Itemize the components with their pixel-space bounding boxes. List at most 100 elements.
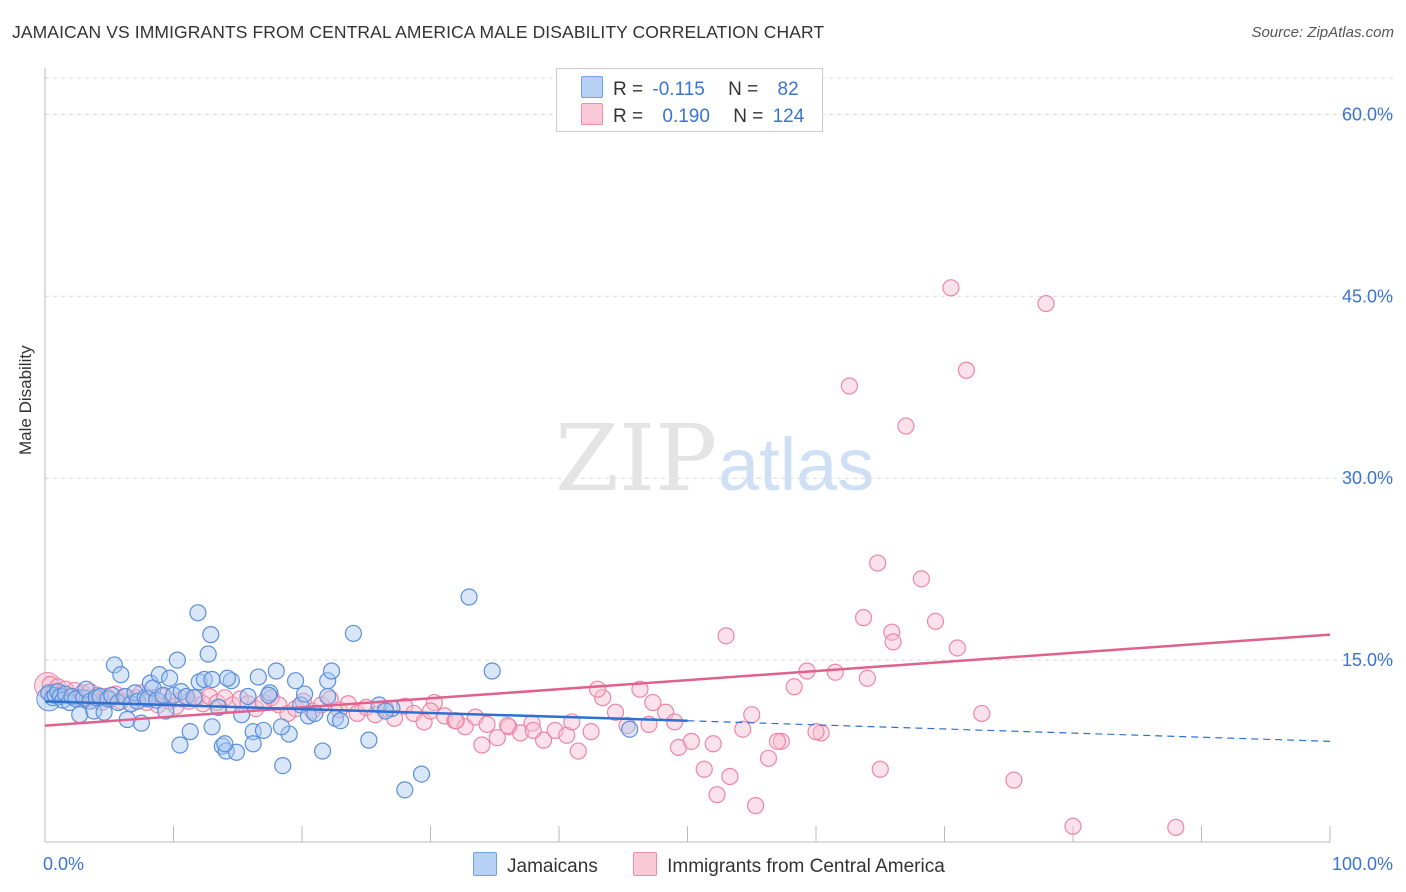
y-tick-label-1: 30.0% xyxy=(1342,468,1393,488)
central-america-point-99 xyxy=(942,279,960,297)
jamaicans-point-57 xyxy=(254,721,273,740)
y-tick-label-0: 15.0% xyxy=(1342,650,1393,670)
central-america-point-54 xyxy=(385,709,404,727)
central-america-point-121 xyxy=(743,706,761,724)
central-america-trend-line xyxy=(44,633,1331,727)
central-america-point-84 xyxy=(734,720,752,738)
central-america-point-81 xyxy=(695,760,713,778)
central-america-point-117 xyxy=(807,723,825,741)
watermark-atlas: atlas xyxy=(718,423,874,506)
jamaicans-point-52 xyxy=(227,743,246,761)
central-america-point-64 xyxy=(488,729,506,747)
central-america-point-91 xyxy=(826,663,844,681)
jamaicans-point-77 xyxy=(319,687,337,706)
series-legend: Jamaicans Immigrants from Central Americ… xyxy=(473,852,975,878)
jamaicans-point-47 xyxy=(203,670,221,689)
legend-item-central-america[interactable]: Immigrants from Central America xyxy=(633,852,945,878)
jamaicans-point-54 xyxy=(239,687,257,706)
jamaicans-point-84 xyxy=(272,718,291,736)
jamaicans-point-79 xyxy=(203,718,221,736)
central-america-point-104 xyxy=(1064,817,1082,835)
central-america-point-105 xyxy=(1167,818,1185,837)
x-tick-label-0: 0.0% xyxy=(43,854,84,874)
jamaicans-point-20 xyxy=(105,656,123,674)
central-america-point-123 xyxy=(871,760,889,778)
jamaicans-point-82 xyxy=(218,669,237,687)
jamaicans-point-81 xyxy=(202,626,220,644)
central-america-point-83 xyxy=(721,767,739,786)
central-america-point-110 xyxy=(524,721,542,740)
central-america-point-102 xyxy=(1005,771,1023,789)
jamaicans-point-85 xyxy=(244,735,262,753)
legend-row-jamaicans: R = -0.115 N = 82 xyxy=(581,76,799,100)
central-america-point-73 xyxy=(594,689,612,707)
central-america-point-106 xyxy=(704,735,722,753)
central-america-point-92 xyxy=(840,377,859,395)
jamaicans-point-68 xyxy=(322,662,341,680)
central-america-point-55 xyxy=(396,697,414,715)
central-america-point-118 xyxy=(858,669,877,687)
watermark: ZIP atlas xyxy=(555,405,874,512)
central-america-point-85 xyxy=(747,797,765,815)
central-america-point-108 xyxy=(588,680,607,698)
central-america-point-80 xyxy=(682,732,700,750)
central-america-point-88 xyxy=(785,678,803,696)
jamaicans-point-90 xyxy=(621,720,639,738)
jamaicans-point-66 xyxy=(313,742,332,760)
jamaicans-point-53 xyxy=(233,706,251,724)
jamaicans-point-80 xyxy=(189,604,207,622)
jamaicans-point-75 xyxy=(396,781,414,799)
jamaicans-point-34 xyxy=(150,666,168,684)
central-america-point-96 xyxy=(897,417,915,435)
chart-title: JAMAICAN VS IMMIGRANTS FROM CENTRAL AMER… xyxy=(12,22,825,42)
central-america-point-100 xyxy=(957,361,975,379)
axes xyxy=(44,68,1331,843)
jamaicans-point-60 xyxy=(274,756,292,775)
legend-swatch-pink xyxy=(581,103,603,125)
central-america-point-87 xyxy=(772,732,790,750)
central-america-point-63 xyxy=(478,715,496,733)
x-tick-labels: 0.0% 100.0% xyxy=(43,854,1393,874)
jamaicans-point-72 xyxy=(360,731,378,749)
source-label: Source: ZipAtlas.com xyxy=(1251,24,1394,41)
central-america-point-72 xyxy=(582,723,600,741)
jamaicans-point-42 xyxy=(181,723,199,741)
central-america-point-74 xyxy=(606,703,625,721)
jamaicans-point-10 xyxy=(71,706,89,724)
y-tick-label-3: 60.0% xyxy=(1342,104,1393,124)
central-america-point-97 xyxy=(912,570,930,588)
jamaicans-point-89 xyxy=(460,588,478,606)
central-america-point-94 xyxy=(869,554,887,572)
legend-swatch-jamaicans xyxy=(473,852,497,876)
jamaicans-point-70 xyxy=(331,712,350,730)
grid-lines xyxy=(45,77,1395,661)
jamaicans-point-87 xyxy=(259,686,278,704)
jamaicans-point-71 xyxy=(344,624,362,643)
central-america-point-82 xyxy=(708,786,726,804)
legend-swatch-central-america xyxy=(633,852,658,876)
correlation-legend: R = -0.115 N = 82 R = 0.190 N = 124 xyxy=(556,68,823,132)
jamaicans-point-83 xyxy=(216,735,234,753)
y-tick-labels: 15.0% 30.0% 45.0% 60.0% xyxy=(1342,104,1393,670)
central-america-point-66 xyxy=(511,724,530,742)
jamaicans-point-59 xyxy=(267,662,285,680)
central-america-point-86 xyxy=(759,749,778,767)
legend-item-jamaicans[interactable]: Jamaicans xyxy=(473,852,598,878)
central-america-point-111 xyxy=(499,716,517,735)
jamaicans-point-36 xyxy=(157,702,175,720)
central-america-point-114 xyxy=(421,702,440,720)
central-america-point-98 xyxy=(926,612,945,630)
y-tick-label-2: 45.0% xyxy=(1342,286,1393,306)
central-america-point-101 xyxy=(973,704,991,723)
central-america-point-112 xyxy=(473,736,491,754)
series-central-america-points xyxy=(34,279,1185,837)
watermark-zip: ZIP xyxy=(555,405,717,512)
jamaicans-point-37 xyxy=(161,669,179,687)
x-tick-label-1: 100.0% xyxy=(1332,854,1393,874)
central-america-point-116 xyxy=(768,732,787,750)
jamaicans-point-62 xyxy=(286,672,305,690)
central-america-point-71 xyxy=(569,742,587,760)
legend-swatch-blue xyxy=(581,76,603,98)
trend-lines xyxy=(44,633,1331,742)
